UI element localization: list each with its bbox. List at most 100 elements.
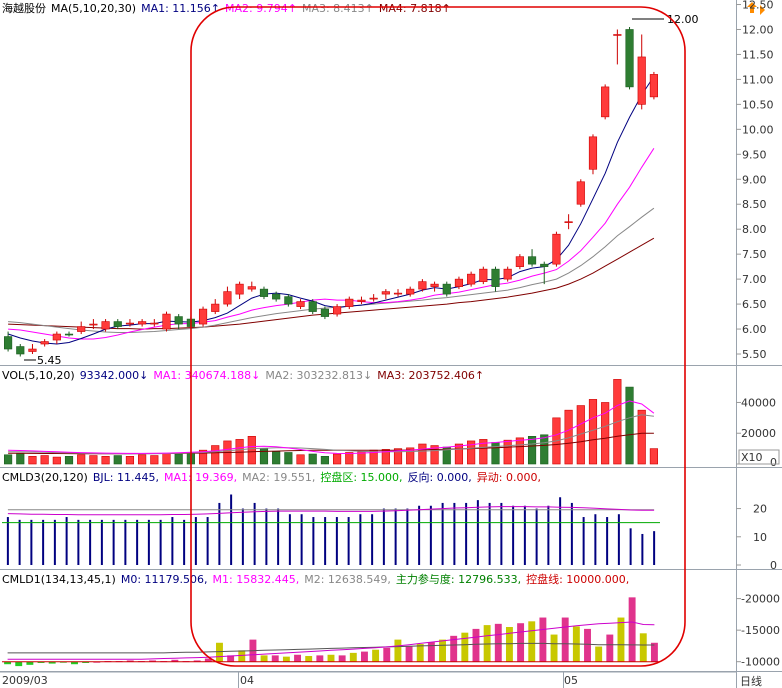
price-panel-legend: 海越股份 MA(5,10,20,30) MA1: 11.156↑ MA2: 9.794… xyxy=(2,1,451,15)
price-tick-label: 8.50 xyxy=(742,198,767,211)
volume-bar xyxy=(16,452,25,465)
cmld1-bar xyxy=(606,634,614,662)
candle xyxy=(418,279,427,292)
legend-item: CMLD3(20,120) xyxy=(2,471,88,484)
candle xyxy=(223,286,232,307)
candle xyxy=(479,266,488,285)
volume-bar xyxy=(527,436,537,465)
legend-item: MA2: 19.551, xyxy=(242,471,315,484)
candle xyxy=(467,271,476,287)
cmld1-bar xyxy=(216,642,223,662)
legend-item: 海越股份 xyxy=(2,1,46,15)
candle xyxy=(552,231,561,267)
volume-panel-legend: VOL(5,10,20) 93342.000↓ MA1: 340674.188↓ MA… xyxy=(2,369,484,382)
legend-item: 异动: 0.000, xyxy=(477,471,541,484)
cmld1-bar xyxy=(427,642,435,662)
highlight-rounded-rectangle xyxy=(190,6,686,667)
candle xyxy=(381,289,390,300)
candle-body xyxy=(308,301,317,312)
candle xyxy=(430,281,439,292)
low-price-annotation: 5.45 xyxy=(24,354,62,367)
volume-bar xyxy=(198,449,208,465)
volume-bar xyxy=(308,453,317,465)
volume-bar xyxy=(625,386,634,465)
cmld1-y-axis: -20000 -15000 -10000 xyxy=(736,593,780,669)
price-ma10-line xyxy=(8,148,655,340)
legend-item: MA3: 203752.406↑ xyxy=(377,369,484,382)
candle-body xyxy=(613,34,622,36)
legend-item: 主力参与度: 12796.533, xyxy=(396,572,521,586)
candle xyxy=(515,254,524,270)
candle-body xyxy=(649,74,658,98)
cmld1-panel-legend: CMLD1(134,13,45,1) M0: 11179.506, M1: 1583… xyxy=(2,572,629,586)
candle xyxy=(333,304,342,317)
volume-bar xyxy=(601,402,610,465)
price-ma20-line xyxy=(8,207,655,333)
candle-body xyxy=(296,301,305,307)
candle xyxy=(527,249,537,267)
cmld1-bar xyxy=(595,646,603,662)
volume-bar xyxy=(284,452,293,465)
cmld1-bar xyxy=(305,656,313,662)
legend-item: MA1: 19.369, xyxy=(164,471,237,484)
candle-body xyxy=(345,298,354,307)
candle-body xyxy=(333,306,342,315)
volume-bar xyxy=(113,455,122,465)
volume-bar xyxy=(479,439,488,465)
candle-body xyxy=(223,291,232,305)
candle-body xyxy=(125,322,135,325)
legend-item: M0: 11179.506, xyxy=(121,573,208,586)
candle-body xyxy=(576,181,585,205)
candle xyxy=(113,319,122,330)
price-tick-label: 7.00 xyxy=(742,273,767,286)
cmld1-bar xyxy=(561,617,569,662)
candle-body xyxy=(527,256,537,265)
price-tick-label: 7.50 xyxy=(742,248,767,261)
candle-body xyxy=(40,341,49,345)
cmld1-bar xyxy=(372,649,380,662)
candle xyxy=(259,286,269,300)
cmld1-bar xyxy=(149,660,157,662)
volume-bar xyxy=(467,440,476,465)
cmld1-bar xyxy=(238,650,246,662)
candle-body xyxy=(150,322,159,325)
cmld1-bar xyxy=(260,655,268,662)
candle xyxy=(101,319,110,332)
candle xyxy=(613,29,622,65)
legend-item: 控盘区: 15.000, xyxy=(320,470,402,484)
candle xyxy=(52,331,61,345)
orange-arrow-icon[interactable] xyxy=(747,2,765,15)
candle xyxy=(369,294,378,302)
candle-body xyxy=(113,321,122,327)
cmld1-m1-line xyxy=(7,621,655,660)
cmld1-bar xyxy=(171,659,179,662)
cmld1-bars xyxy=(4,597,658,667)
candle xyxy=(247,281,256,292)
cmld3-tick-label: 10 xyxy=(753,531,767,544)
legend-item: M1: 15832.445, xyxy=(213,573,300,586)
volume-bar xyxy=(174,453,183,465)
cmld3-bars xyxy=(6,494,656,565)
cmld1-bar xyxy=(271,655,279,662)
volume-bar xyxy=(588,399,598,465)
candle xyxy=(625,26,634,90)
volume-bar xyxy=(418,443,427,465)
legend-item: M2: 12638.549, xyxy=(304,573,391,586)
price-tick-label: 11.00 xyxy=(742,73,774,86)
low-price-label: 5.45 xyxy=(37,354,62,367)
price-tick-label: 6.00 xyxy=(742,323,767,336)
candle-body xyxy=(430,283,439,287)
cmld1-bar xyxy=(316,655,324,662)
cmld1-bar xyxy=(617,617,625,662)
cmld1-lines xyxy=(2,621,660,663)
legend-item: MA2: 9.794↑ xyxy=(225,2,297,15)
candle-body xyxy=(515,256,524,267)
cmld1-bar xyxy=(472,628,480,662)
cmld1-bar xyxy=(505,627,513,662)
price-tick-label: 12.50 xyxy=(742,0,774,12)
cmld1-tick-label: -15000 xyxy=(741,624,780,637)
cmld1-bar xyxy=(584,628,591,662)
price-tick-label: 5.50 xyxy=(742,348,767,361)
candle-body xyxy=(381,291,390,295)
